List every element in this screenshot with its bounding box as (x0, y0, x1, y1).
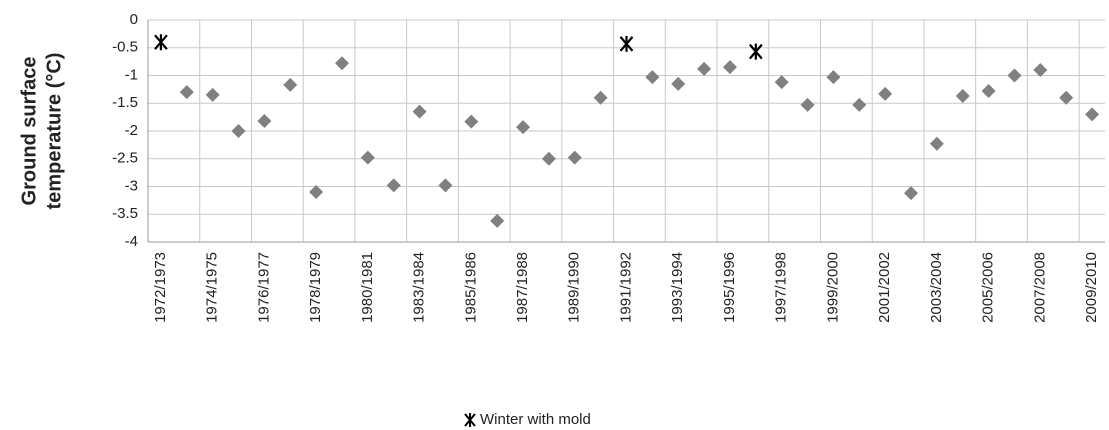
y-tick-label: 0 (130, 11, 138, 28)
y-tick-label: -2.5 (112, 150, 138, 167)
data-point (567, 150, 582, 165)
x-tick-label: 2001/2002 (876, 252, 893, 323)
data-point (231, 124, 246, 138)
x-tick-label: 1987/1988 (514, 252, 531, 323)
data-point (774, 75, 789, 90)
data-point (283, 77, 298, 92)
data-point (490, 213, 505, 228)
legend-label: Winter with mold (480, 411, 591, 428)
y-axis-title: Ground surface temperature (°C) (18, 53, 65, 210)
data-point (541, 151, 556, 166)
x-tick-label: 2003/2004 (928, 252, 945, 323)
y-tick-label: -4 (125, 233, 138, 250)
data-point (412, 104, 427, 119)
x-tick-label: 1980/1981 (359, 252, 376, 323)
data-point (179, 85, 194, 100)
x-tick-label: 1983/1984 (411, 252, 428, 323)
data-point (800, 97, 815, 112)
x-tick-label: 1976/1977 (255, 252, 272, 323)
data-point (981, 84, 996, 99)
data-point (334, 56, 349, 71)
x-tick-label: 1993/1994 (669, 252, 686, 323)
data-point (1007, 68, 1022, 83)
data-point (205, 87, 220, 102)
x-tick-label: 1991/1992 (617, 252, 634, 323)
data-point (464, 114, 479, 129)
data-point (826, 70, 841, 85)
data-point (154, 34, 168, 51)
data-point (878, 86, 893, 101)
data-point (257, 114, 272, 129)
data-point (593, 90, 608, 105)
data-point (516, 120, 531, 135)
y-tick-label: -3 (125, 177, 138, 194)
data-point (955, 89, 970, 104)
data-point (722, 60, 737, 75)
data-point (386, 178, 401, 193)
x-tick-label: 1995/1996 (721, 252, 738, 323)
x-tick-label: 1989/1990 (566, 252, 583, 323)
x-tick-label: 1985/1986 (462, 252, 479, 323)
data-point (1033, 62, 1048, 77)
y-axis-title-line: temperature (°C) (43, 53, 65, 210)
data-point (671, 76, 686, 91)
data-point (309, 185, 324, 200)
y-tick-label: -0.5 (112, 39, 138, 56)
x-tick-label: 1972/1973 (152, 252, 169, 323)
x-tick-label: 1974/1975 (204, 252, 221, 323)
data-point (929, 136, 944, 151)
data-point (852, 97, 867, 112)
x-tick-label: 2005/2006 (980, 252, 997, 323)
data-point (904, 186, 919, 201)
y-tick-label: -2 (125, 122, 138, 139)
data-point (360, 150, 375, 165)
legend-symbol (464, 413, 476, 427)
data-point (438, 178, 453, 193)
data-point (697, 61, 712, 76)
y-tick-label: -3.5 (112, 205, 138, 222)
y-tick-label: -1.5 (112, 94, 138, 111)
y-axis-title-line: Ground surface (18, 57, 40, 206)
data-point (1059, 90, 1074, 105)
data-point (645, 70, 660, 85)
x-tick-label: 2009/2010 (1083, 252, 1100, 323)
x-tick-label: 1999/2000 (824, 252, 841, 323)
data-point (1085, 107, 1100, 122)
y-tick-label: -1 (125, 66, 138, 83)
x-tick-label: 2007/2008 (1031, 252, 1048, 323)
data-point (748, 43, 763, 60)
x-tick-label: 1997/1998 (773, 252, 790, 323)
data-point (619, 35, 634, 52)
x-tick-label: 1978/1979 (307, 252, 324, 323)
legend-item: Winter with mold (464, 411, 591, 428)
